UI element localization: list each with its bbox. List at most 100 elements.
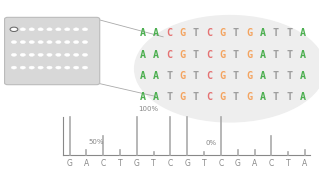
Text: T: T — [286, 92, 292, 102]
Circle shape — [20, 41, 26, 44]
Text: T: T — [233, 50, 239, 60]
Text: A: A — [153, 50, 159, 60]
Circle shape — [56, 53, 61, 56]
Text: T: T — [286, 159, 291, 168]
Text: G: G — [220, 28, 226, 38]
Text: A: A — [260, 92, 266, 102]
Circle shape — [29, 41, 34, 44]
Circle shape — [11, 66, 17, 69]
Text: T: T — [273, 50, 279, 60]
Text: G: G — [220, 92, 226, 102]
Text: T: T — [233, 71, 239, 81]
Circle shape — [38, 28, 43, 31]
Circle shape — [47, 66, 52, 69]
Text: A: A — [260, 28, 266, 38]
Text: A: A — [140, 28, 146, 38]
Circle shape — [11, 28, 17, 31]
Text: 50%: 50% — [88, 139, 103, 145]
Circle shape — [29, 66, 34, 69]
Text: A: A — [84, 159, 89, 168]
Circle shape — [82, 53, 88, 56]
Circle shape — [20, 53, 26, 56]
Text: G: G — [246, 50, 252, 60]
Text: G: G — [246, 71, 252, 81]
Circle shape — [47, 41, 52, 44]
Circle shape — [74, 28, 79, 31]
Text: A: A — [300, 71, 305, 81]
Text: A: A — [260, 50, 266, 60]
Text: C: C — [206, 28, 212, 38]
Text: G: G — [246, 92, 252, 102]
Text: T: T — [118, 159, 122, 168]
Text: T: T — [273, 28, 279, 38]
Text: T: T — [202, 159, 206, 168]
Circle shape — [38, 53, 43, 56]
Circle shape — [20, 66, 26, 69]
Text: G: G — [246, 28, 252, 38]
Circle shape — [11, 53, 17, 56]
Text: G: G — [220, 50, 226, 60]
Text: C: C — [269, 159, 274, 168]
Circle shape — [65, 41, 70, 44]
FancyBboxPatch shape — [4, 17, 100, 85]
Text: T: T — [273, 71, 279, 81]
Text: A: A — [252, 159, 257, 168]
Text: A: A — [140, 50, 146, 60]
Circle shape — [11, 41, 17, 44]
Text: G: G — [184, 159, 190, 168]
Text: C: C — [206, 92, 212, 102]
Text: T: T — [273, 92, 279, 102]
Text: G: G — [180, 71, 186, 81]
Text: A: A — [153, 71, 159, 81]
Circle shape — [135, 15, 320, 122]
Text: A: A — [260, 71, 266, 81]
Text: T: T — [193, 50, 199, 60]
Text: A: A — [140, 92, 146, 102]
Text: A: A — [153, 28, 159, 38]
Text: G: G — [180, 50, 186, 60]
Circle shape — [38, 41, 43, 44]
Circle shape — [74, 66, 79, 69]
Text: G: G — [134, 159, 140, 168]
Text: A: A — [300, 50, 305, 60]
Text: T: T — [193, 28, 199, 38]
Text: G: G — [67, 159, 73, 168]
Circle shape — [56, 66, 61, 69]
Text: T: T — [286, 28, 292, 38]
Text: T: T — [166, 71, 172, 81]
Text: A: A — [300, 28, 305, 38]
Text: G: G — [180, 28, 186, 38]
Text: G: G — [235, 159, 241, 168]
Text: 100%: 100% — [139, 106, 158, 112]
Circle shape — [47, 53, 52, 56]
Circle shape — [65, 53, 70, 56]
Text: C: C — [168, 159, 173, 168]
Circle shape — [74, 53, 79, 56]
Circle shape — [74, 41, 79, 44]
Text: C: C — [100, 159, 106, 168]
Text: C: C — [166, 50, 172, 60]
Text: A: A — [153, 92, 159, 102]
Circle shape — [56, 28, 61, 31]
Text: A: A — [300, 92, 305, 102]
Circle shape — [82, 28, 88, 31]
Text: T: T — [166, 92, 172, 102]
Text: C: C — [166, 28, 172, 38]
Text: C: C — [206, 71, 212, 81]
Text: T: T — [286, 50, 292, 60]
Text: A: A — [140, 71, 146, 81]
Text: T: T — [193, 71, 199, 81]
Text: 0%: 0% — [206, 140, 217, 146]
Text: T: T — [151, 159, 156, 168]
Circle shape — [20, 28, 26, 31]
Text: G: G — [180, 92, 186, 102]
Circle shape — [65, 66, 70, 69]
Circle shape — [65, 28, 70, 31]
Circle shape — [56, 41, 61, 44]
Text: T: T — [286, 71, 292, 81]
Circle shape — [82, 66, 88, 69]
Circle shape — [29, 28, 34, 31]
Text: C: C — [218, 159, 224, 168]
Circle shape — [47, 28, 52, 31]
Text: G: G — [220, 71, 226, 81]
